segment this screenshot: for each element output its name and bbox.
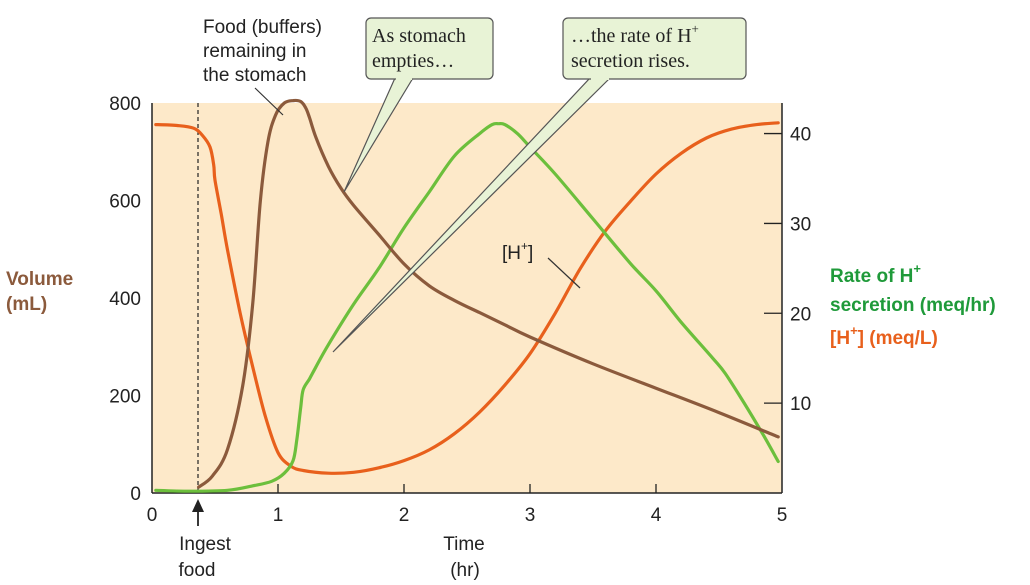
x-axis-unit: (hr) <box>450 560 480 581</box>
x-tick-label: 0 <box>147 505 158 526</box>
callout2-box <box>562 17 747 80</box>
callout1-text-line1: As stomach <box>372 25 466 47</box>
callout1-seam <box>396 75 412 80</box>
series-line-h-concentration <box>154 121 780 475</box>
x-axis-ticks: 0 1 2 3 4 5 <box>147 484 788 526</box>
right-y-axis-title-h-concentration: [H+] (meq/L) <box>830 323 938 349</box>
series-line-h-secretion-rate <box>154 121 780 493</box>
callout2-text-line1: …the rate of H+ <box>571 21 699 47</box>
food-annotation-line1: Food (buffers) <box>203 17 322 38</box>
callout2-text-line2: secretion rises. <box>571 50 690 72</box>
right-y-tick-label: 20 <box>790 304 811 325</box>
right-y-axis-ticks: 10 20 30 40 <box>764 125 811 415</box>
right-y-tick-label: 30 <box>790 214 811 235</box>
h-concentration-label-pointer <box>547 257 581 289</box>
left-y-tick-label: 400 <box>109 289 141 310</box>
ingest-label-line2: food <box>179 560 216 581</box>
left-y-axis-title-line2: (mL) <box>6 294 47 315</box>
right-y-tick-label: 40 <box>790 125 811 146</box>
food-annotation-line2: remaining in <box>203 41 307 62</box>
ingest-label-line1: Ingest <box>179 534 231 555</box>
x-tick-label: 4 <box>651 505 662 526</box>
left-y-tick-label: 0 <box>130 484 141 505</box>
left-y-tick-label: 600 <box>109 192 141 213</box>
callout1-box <box>365 17 494 80</box>
series-line-volume <box>197 98 780 489</box>
right-y-axis-title-secretion-line2: secretion (meq/hr) <box>830 295 996 316</box>
plot-background <box>152 103 782 493</box>
right-y-tick-label: 10 <box>790 394 811 415</box>
h-concentration-inline-label: [H+] <box>502 239 533 264</box>
right-y-axis-title-secretion-line1: Rate of H+ <box>830 261 921 287</box>
callout1-text-line2: empties… <box>372 50 454 72</box>
x-tick-label: 2 <box>399 505 410 526</box>
left-y-tick-label: 800 <box>109 94 141 115</box>
food-annotation-pointer <box>254 87 284 116</box>
left-y-axis-ticks: 0 200 400 600 800 <box>109 94 141 505</box>
x-tick-label: 1 <box>273 505 284 526</box>
ingest-arrow-head <box>192 499 204 512</box>
callout2-seam <box>591 75 609 80</box>
x-axis-title: Time <box>443 534 485 555</box>
food-annotation-line3: the stomach <box>203 65 307 86</box>
left-y-tick-label: 200 <box>109 387 141 408</box>
x-tick-label: 3 <box>525 505 536 526</box>
left-y-axis-title-line1: Volume <box>6 269 73 290</box>
x-tick-label: 5 <box>777 505 788 526</box>
